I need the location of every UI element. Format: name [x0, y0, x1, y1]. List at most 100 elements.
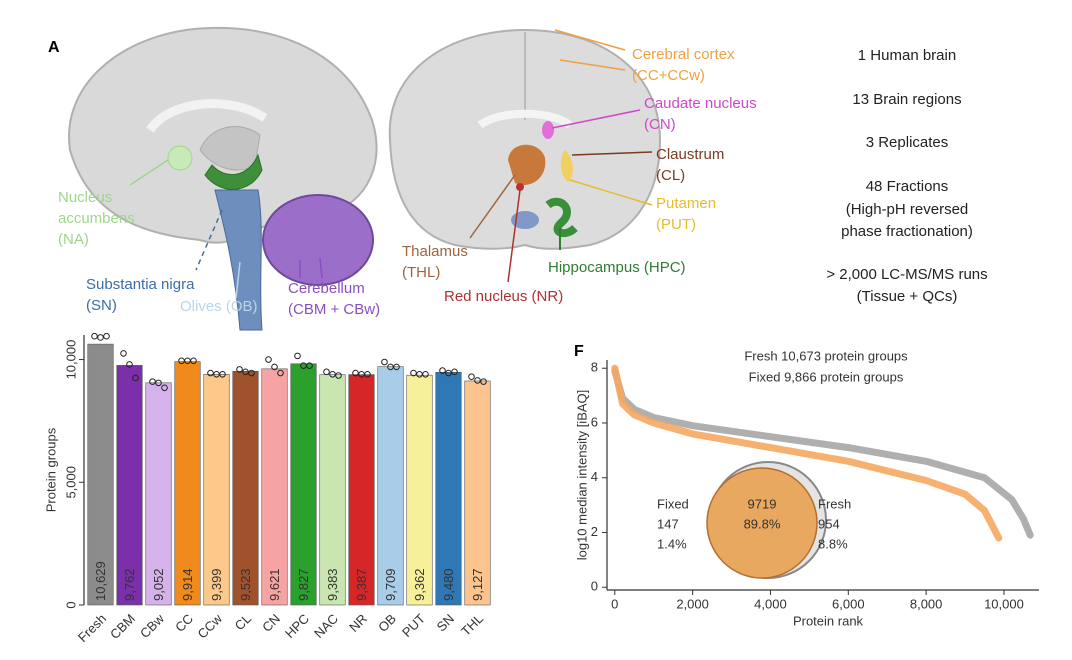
venn-fixed [706, 467, 818, 579]
replicate-dot [97, 334, 104, 341]
bar [261, 368, 288, 606]
replicate-dot [91, 332, 98, 340]
region-label-line: Cerebral cortex [632, 46, 735, 63]
x-tick-label: HPC [282, 611, 312, 641]
replicate-dot [126, 361, 133, 368]
x-tick-label: CN [259, 611, 283, 635]
summary-line: 1 Human brain [858, 47, 956, 64]
region-label-line: (SN) [86, 297, 117, 314]
y-tick-label: 6 [591, 414, 598, 429]
region-label-line: Cerebellum [288, 280, 365, 297]
x-tick-label: NR [346, 611, 370, 635]
region-label-line: Red nucleus (NR) [444, 288, 563, 305]
x-tick-label: 2,000 [676, 596, 709, 611]
replicate-dot [381, 358, 388, 366]
x-tick-label: 10,000 [984, 596, 1024, 611]
replicate-dot [236, 366, 243, 373]
y-axis-label: Protein groups [43, 427, 58, 512]
sagittal-brain [68, 26, 378, 331]
venn-set-label: Fixed [657, 496, 689, 511]
summary-line: > 2,000 LC-MS/MS runs [826, 266, 987, 283]
summary-line: 48 Fractions [866, 178, 949, 195]
region-label-line: (CBM + CBw) [288, 301, 380, 318]
bar [232, 370, 259, 606]
x-tick-label: CBw [137, 611, 167, 641]
bar [406, 374, 433, 606]
replicate-dot [149, 378, 156, 385]
replicate-dot [352, 369, 359, 377]
summary-line: 13 Brain regions [852, 91, 961, 108]
replicate-dot [120, 350, 127, 357]
bar [116, 365, 143, 606]
region-label-line: Olives (OB) [180, 298, 258, 315]
replicate-dot [323, 368, 330, 376]
region-label-line: Putamen [656, 195, 716, 212]
region-label: Cerebral cortex (CC+CCw) [632, 46, 735, 84]
replicate-dot [271, 363, 278, 371]
venn-set-label: Fresh [818, 496, 851, 511]
x-tick-label: SN [434, 611, 457, 634]
replicate-dot [474, 377, 481, 384]
x-tick-label: 6,000 [832, 596, 865, 611]
bar-value-label: 9,523 [238, 568, 253, 601]
bar-value-label: 9,762 [122, 568, 137, 601]
replicate-dot [451, 368, 458, 376]
replicate-dot [329, 370, 336, 378]
y-tick-label: 8 [591, 360, 598, 375]
region-label-line: (CC+CCw) [632, 67, 705, 84]
replicate-dot [265, 356, 272, 363]
bar-value-label: 9,827 [296, 568, 311, 601]
x-tick-label: OB [375, 611, 399, 635]
venn-count: 9719 [748, 496, 777, 511]
panel-label: F [574, 343, 584, 360]
replicate-dot [155, 379, 162, 387]
y-tick-label: 0 [591, 579, 598, 594]
bar-value-label: 9,127 [470, 568, 485, 601]
region-label: Nucleus accumbens (NA) [58, 189, 135, 248]
x-tick-label: 8,000 [910, 596, 943, 611]
x-tick-label: PUT [399, 611, 428, 640]
replicate-dot [132, 374, 139, 382]
replicate-dot [480, 378, 487, 385]
bar-value-label: 9,480 [441, 568, 456, 601]
bar-value-label: 10,629 [93, 561, 108, 601]
replicate-dot [242, 368, 249, 376]
chart-title: Fixed 9,866 protein groups [749, 369, 904, 384]
bar [145, 382, 172, 606]
bar-value-label: 9,914 [180, 568, 195, 601]
region-label: Substantia nigra (SN) [86, 276, 195, 314]
y-tick-label: 2 [591, 524, 598, 539]
replicate-dot [161, 384, 168, 392]
region-label-line: (THL) [402, 264, 440, 281]
bar-value-label: 9,387 [354, 568, 369, 601]
bar [87, 343, 114, 606]
replicate-dot [277, 369, 284, 377]
replicate-dot [219, 370, 226, 378]
x-tick-label: CCw [195, 611, 226, 642]
replicate-dot [306, 362, 313, 369]
x-axis-label: Protein rank [793, 613, 864, 628]
region-label-line: (PUT) [656, 216, 696, 233]
replicate-dot [410, 369, 417, 377]
y-tick-label: 10,000 [63, 340, 78, 380]
replicate-dot [248, 369, 255, 377]
bar [348, 374, 375, 606]
series-line [611, 364, 1003, 542]
x-tick-label: CC [172, 611, 196, 635]
region-label: Olives (OB) [180, 298, 258, 315]
bar-value-label: 9,399 [209, 568, 224, 601]
venn-percent: 8.8% [818, 536, 848, 551]
region-label-line: (CN) [644, 116, 676, 133]
bar [464, 380, 491, 606]
replicate-dot [190, 357, 197, 365]
region-label-line: Thalamus [402, 243, 468, 260]
region-label: Hippocampus (HPC) [548, 259, 686, 276]
coronal-brain [388, 28, 662, 283]
region-label-line: Nucleus [58, 189, 112, 206]
x-tick-label: 4,000 [754, 596, 787, 611]
bar [319, 374, 346, 606]
bar [290, 363, 317, 606]
y-axis-label: log10 median intensity [iBAQ] [574, 390, 589, 561]
bar-value-label: 9,383 [325, 568, 340, 601]
